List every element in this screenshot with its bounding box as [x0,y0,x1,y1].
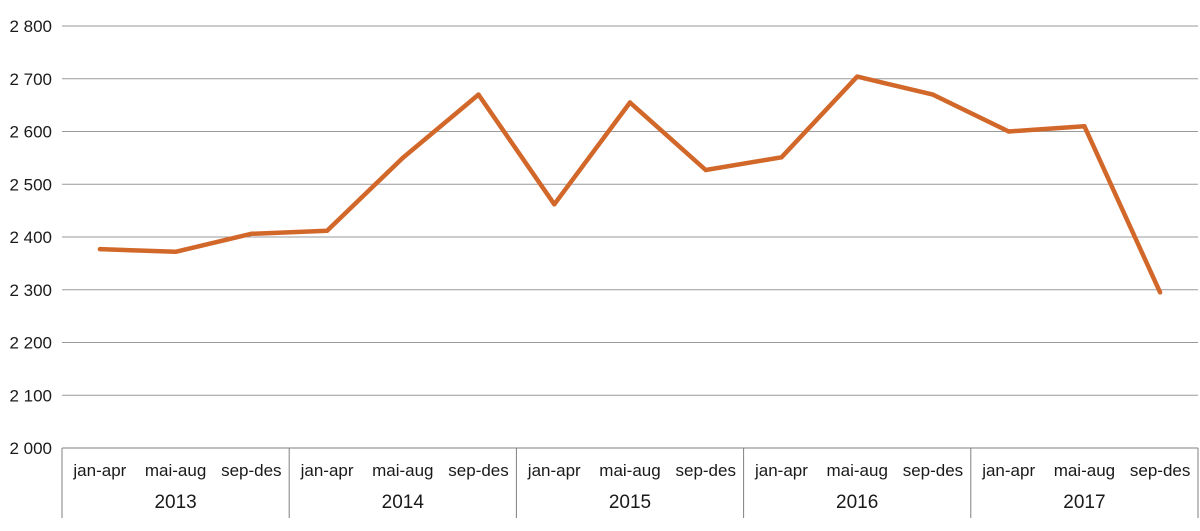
data-point [476,92,481,97]
data-point [1006,129,1011,134]
x-tick-label-period: jan-apr [754,461,808,480]
x-tick-label-period: jan-apr [981,461,1035,480]
data-point [249,231,254,237]
y-tick-label: 2 500 [9,175,52,194]
data-point [173,249,178,254]
x-tick-label-period: sep-des [675,461,735,480]
data-point [627,100,633,105]
x-axis: jan-apr mai-aug sep-des jan-apr mai-aug sep-d… [61,448,1199,518]
data-point [400,155,405,161]
x-tick-label-period: jan-apr [300,461,354,480]
data-point [779,155,784,160]
data-point [324,228,330,233]
x-tick-label-period: sep-des [903,461,963,480]
data-point [930,92,936,97]
x-tick-label-period: jan-apr [72,461,126,480]
x-tick-label-period: sep-des [448,461,508,480]
x-tick-label-year: 2016 [836,492,878,513]
x-tick-label-period: mai-aug [599,461,660,480]
x-tick-label-period: jan-apr [527,461,581,480]
y-tick-label: 2 400 [9,228,52,247]
y-tick-label: 2 300 [9,281,52,300]
data-point [552,202,557,207]
x-tick-label-period: sep-des [221,461,281,480]
x-tick-label-period: sep-des [1130,461,1190,480]
y-tick-label: 2 200 [9,334,52,353]
data-point [855,74,860,79]
y-tick-label: 2 100 [9,386,52,405]
data-point [97,246,103,252]
y-tick-label: 2 000 [9,439,52,458]
x-tick-label-year: 2017 [1063,492,1105,513]
x-tick-label-period: mai-aug [826,461,887,480]
x-tick-label-year: 2015 [609,492,651,513]
y-tick-label: 2 600 [9,123,52,142]
data-point [1157,290,1163,295]
x-tick-label-period: mai-aug [145,461,206,480]
x-tick-label-period: mai-aug [1054,461,1115,480]
y-axis-tick-labels: 2 000 2 100 2 200 2 300 2 400 2 500 2 600 2 700… [9,17,52,458]
x-tick-label-period: mai-aug [372,461,433,480]
y-tick-label: 2 700 [9,70,52,89]
y-tick-label: 2 800 [9,17,52,36]
series-lines [97,74,1163,295]
gridlines [62,25,1198,449]
data-point [1082,124,1087,129]
x-tick-label-year: 2013 [154,492,196,513]
x-tick-label-year: 2014 [382,492,425,513]
data-point [703,167,708,173]
